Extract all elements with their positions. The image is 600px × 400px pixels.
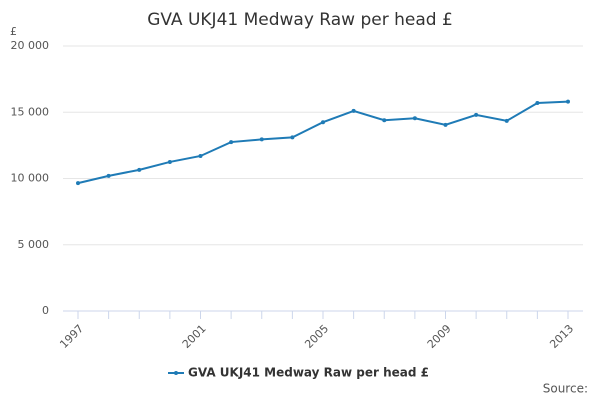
point [137, 167, 142, 172]
source: Source: [543, 382, 588, 396]
y-tick-label: 20 000 [11, 39, 50, 52]
x-tick-label: 2001 [180, 322, 209, 351]
y-tick-label: 15 000 [11, 105, 50, 118]
x-tick-label: 2005 [302, 322, 331, 351]
chart-title: GVA UKJ41 Medway Raw per head £ [147, 10, 453, 30]
y-tick-label: 10 000 [11, 172, 50, 185]
point [259, 137, 264, 142]
point [106, 173, 111, 178]
x-tick-label: 1997 [57, 322, 86, 351]
point [474, 112, 479, 117]
point [167, 159, 172, 164]
point [412, 116, 417, 121]
point [504, 118, 509, 123]
point [198, 153, 203, 158]
y-tick-label: 0 [42, 304, 49, 317]
point [382, 118, 387, 123]
x-tick-label: 2009 [425, 322, 454, 351]
point [443, 122, 448, 127]
y-tick-label: 5 000 [18, 238, 50, 251]
point [229, 140, 234, 145]
x-tick-label: 2013 [547, 322, 576, 351]
y-axis-unit: £ [10, 25, 17, 38]
point [321, 120, 325, 125]
point [566, 99, 570, 104]
point [351, 108, 356, 113]
point [76, 181, 80, 186]
point [290, 135, 295, 140]
legend-marker [174, 371, 178, 375]
legend-label: GVA UKJ41 Medway Raw per head £ [188, 366, 429, 380]
line [77, 100, 569, 185]
point [535, 100, 540, 105]
